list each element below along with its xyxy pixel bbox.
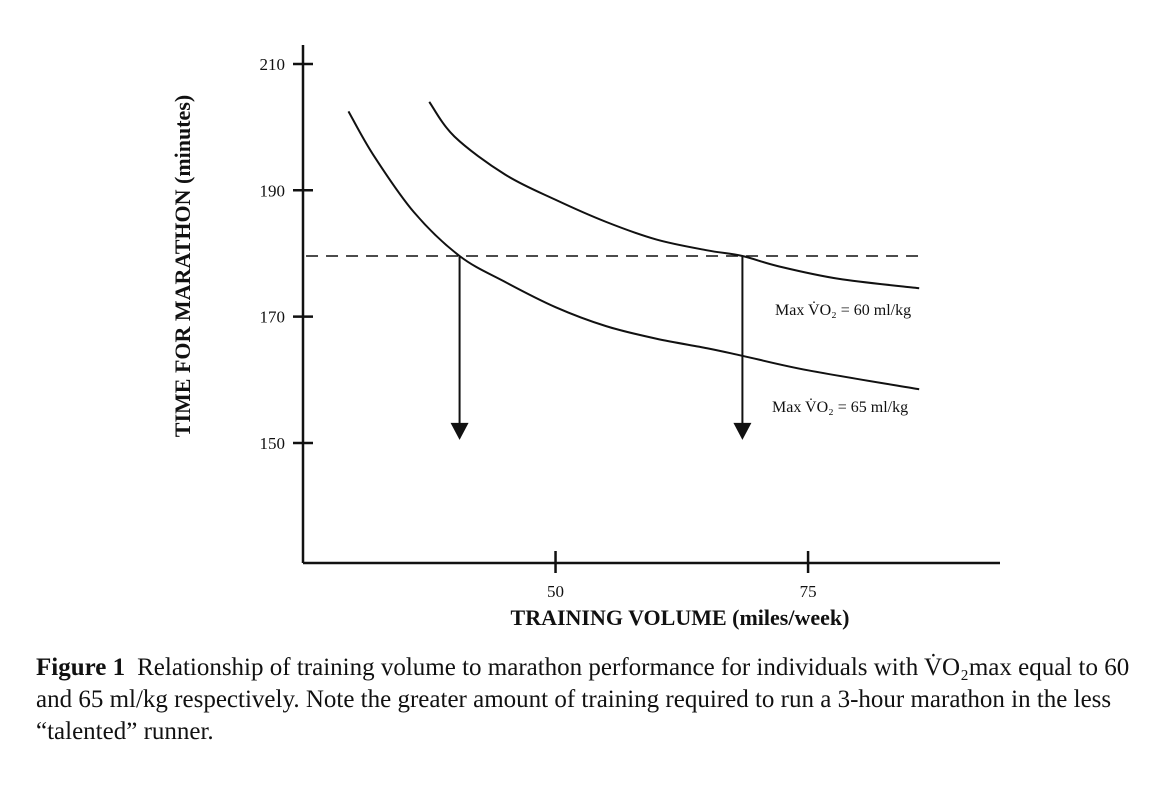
y-tick-label: 150 — [260, 434, 286, 453]
series-line-60 — [428, 101, 920, 290]
series-label-60: Max V̇O₂ = 60 ml/kg — [775, 301, 911, 319]
figure-caption-text: Relationship of training volume to marat… — [36, 654, 1130, 745]
x-axis-title: TRAINING VOLUME (miles/week) — [511, 605, 850, 630]
y-axis-title: TIME FOR MARATHON (minutes) — [170, 95, 195, 437]
series-label-65: Max V̇O₂ = 65 ml/kg — [772, 398, 908, 416]
chart-series — [347, 101, 920, 391]
x-tick-label: 50 — [547, 582, 564, 601]
arrow-head — [450, 422, 469, 440]
figure-caption: Figure 1 Relationship of training volume … — [36, 652, 1146, 748]
x-tick-label: 75 — [800, 582, 817, 601]
series-line-65 — [347, 110, 920, 391]
x-axis-ticks: 50 75 — [547, 551, 817, 601]
chart-axes — [301, 45, 1000, 565]
marathon-chart: 150 170 190 210 50 75 TIME FOR MARATHON (min… — [170, 45, 1000, 630]
y-tick-label: 170 — [260, 308, 286, 327]
arrow-head — [733, 422, 752, 440]
figure-label: Figure 1 — [36, 654, 126, 681]
y-tick-label: 210 — [260, 55, 286, 74]
y-tick-label: 190 — [260, 181, 286, 200]
y-axis-ticks: 150 170 190 210 — [260, 55, 313, 453]
training-arrows — [450, 255, 752, 440]
